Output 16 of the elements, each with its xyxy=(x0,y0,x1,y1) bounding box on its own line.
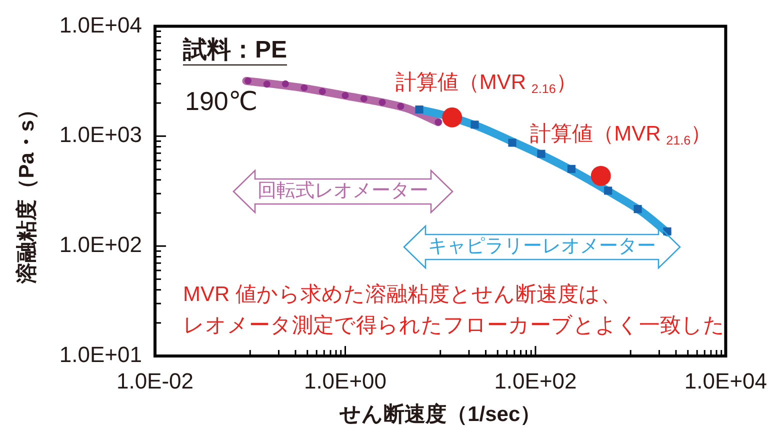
x-axis-title: せん断速度（1/sec） xyxy=(338,402,542,426)
annotation: キャピラリーレオメーター xyxy=(428,236,656,258)
x-tick-label: 1.0E-02 xyxy=(116,368,194,394)
y-tick-label: 1.0E+04 xyxy=(59,12,142,38)
annotation: 190℃ xyxy=(185,86,258,116)
y-tick-label: 1.0E+03 xyxy=(59,122,142,148)
x-tick-label: 1.0E+02 xyxy=(494,368,577,394)
y-axis-title: 溶融粘度（Pa・s） xyxy=(14,98,38,284)
annotation: レオメータ測定で得られたフローカーブとよく一致した xyxy=(183,314,725,337)
x-tick-label: 1.0E+00 xyxy=(304,368,387,394)
y-tick-label: 1.0E+02 xyxy=(59,232,142,258)
annotation: 試料：PE xyxy=(182,36,288,64)
annotation: 回転式レオメーター xyxy=(258,180,428,202)
x-tick-label: 1.0E+04 xyxy=(684,368,767,394)
annotation: MVR 値から求めた溶融粘度とせん断速度は、 xyxy=(183,282,622,306)
y-tick-label: 1.0E+01 xyxy=(59,342,142,368)
